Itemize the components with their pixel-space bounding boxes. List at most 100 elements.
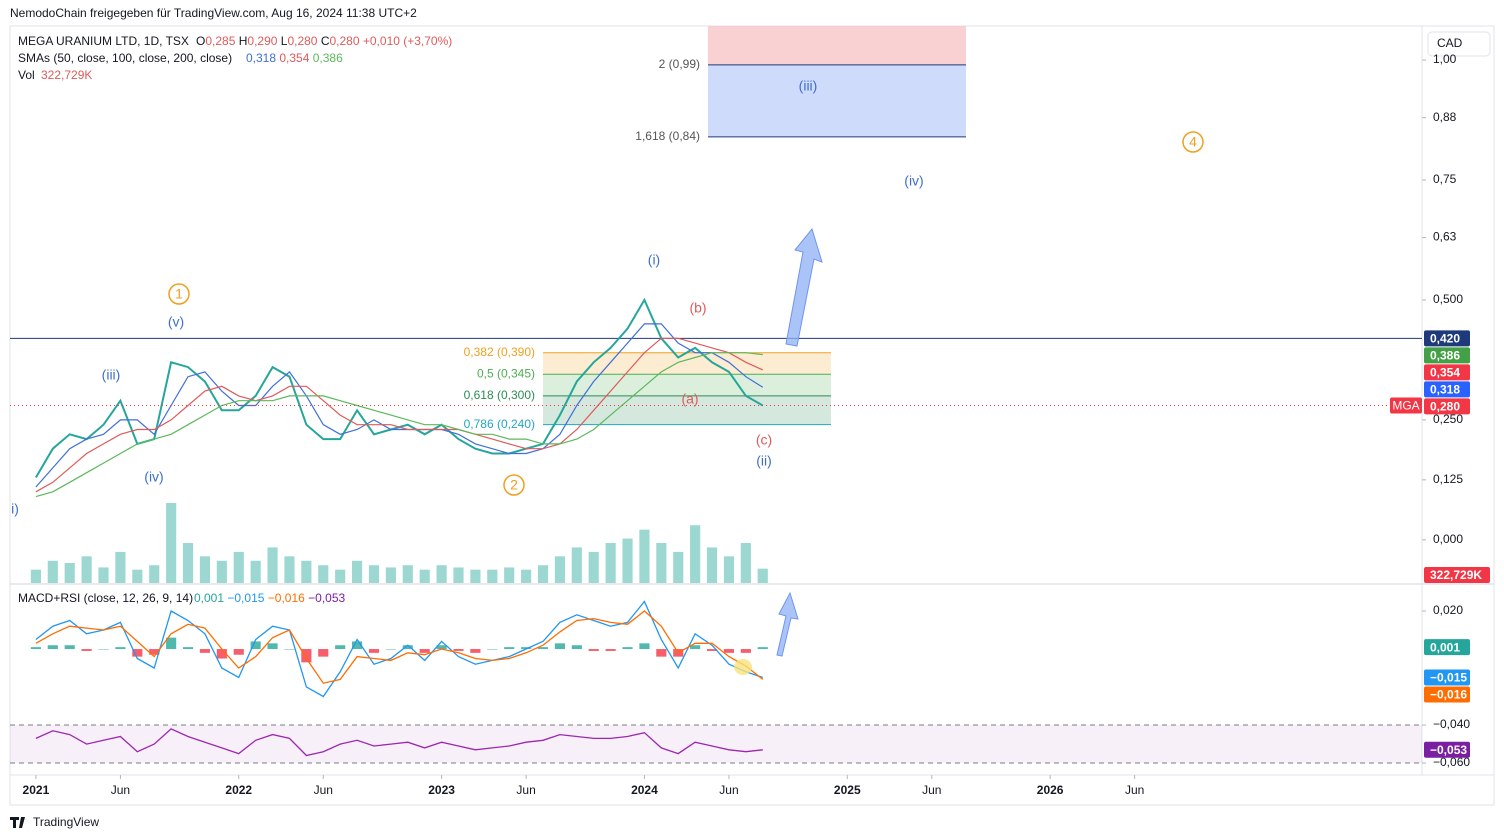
y-tick-label: 0,125 xyxy=(1433,472,1463,486)
sma-values: 0,318 0,354 0,386 xyxy=(246,51,343,65)
volume-bar xyxy=(149,565,160,583)
volume-bar xyxy=(233,551,244,583)
logo xyxy=(10,817,25,828)
price-tag xyxy=(1424,669,1470,686)
y-tick-label: 0,250 xyxy=(1433,412,1463,426)
histogram-bar xyxy=(81,649,92,651)
macd-value: −0,053 xyxy=(308,591,345,605)
x-tick-label: 2026 xyxy=(1037,783,1064,797)
quote-value: 0,280 xyxy=(330,34,360,48)
histogram-bar xyxy=(605,649,616,651)
quote-key: H xyxy=(239,34,248,48)
x-tick-label: Jun xyxy=(719,783,738,797)
projection-arrow xyxy=(785,227,823,347)
indicator-line xyxy=(35,610,764,684)
series-line xyxy=(35,323,764,488)
sma-value: 0,386 xyxy=(313,51,343,65)
volume-bar xyxy=(723,556,735,583)
target-zone-upper xyxy=(708,26,966,65)
histogram-bar xyxy=(335,645,346,650)
histogram-bar xyxy=(740,649,751,653)
histogram-bar xyxy=(690,645,701,650)
histogram-bar xyxy=(132,649,143,657)
histogram-bar xyxy=(402,645,413,650)
volume-bar xyxy=(267,547,278,583)
volume-bar xyxy=(199,556,211,583)
wave-label: (i) xyxy=(648,252,660,268)
volume-bar xyxy=(216,560,227,583)
volume-bar xyxy=(47,560,58,583)
volume-bar xyxy=(352,560,363,583)
histogram-bar xyxy=(250,641,261,650)
price-tag-label: −0,053 xyxy=(1430,743,1467,757)
volume-bar xyxy=(385,567,396,583)
volume-bar xyxy=(335,569,346,583)
wave-circle xyxy=(168,283,190,305)
volume-bar xyxy=(419,569,430,583)
indicator-line xyxy=(35,728,763,757)
volume-bar xyxy=(301,560,312,583)
price-tag xyxy=(1424,686,1470,703)
volume-bar xyxy=(571,547,582,583)
histogram-bar xyxy=(301,649,312,663)
wave-label: (b) xyxy=(689,300,706,316)
volume-bar xyxy=(521,569,532,583)
symbol-tag-label: MGA xyxy=(1392,399,1419,413)
price-tag-label: 0,280 xyxy=(1430,399,1460,413)
macd-value: 0,001 xyxy=(194,591,224,605)
price-tag-label: 0,001 xyxy=(1430,640,1460,654)
volume-bar xyxy=(318,565,329,583)
quote-value: 0,290 xyxy=(247,34,277,48)
histogram-bar xyxy=(352,641,363,650)
y-tick-label: 1,00 xyxy=(1433,52,1457,66)
fib-band xyxy=(543,374,831,396)
sma-value: 0,354 xyxy=(279,51,309,65)
y-tick-label: 0,63 xyxy=(1433,230,1457,244)
histogram-bar xyxy=(487,649,498,650)
target-zone xyxy=(708,64,966,137)
volume-bar xyxy=(673,551,684,583)
wave-label: (iv) xyxy=(904,173,923,189)
fib-label: 0,786 (0,240) xyxy=(464,417,535,431)
price-tag xyxy=(1424,567,1490,583)
histogram-bar xyxy=(385,649,396,650)
indicator-line xyxy=(35,600,764,698)
fib-label: 0,382 (0,390) xyxy=(464,345,535,359)
symbol-title: MEGA URANIUM LTD, 1D, TSX xyxy=(18,34,189,48)
histogram-bar xyxy=(757,647,768,650)
price-tag xyxy=(1424,364,1470,381)
histogram-bar xyxy=(267,643,278,650)
price-tag-label: 322,729K xyxy=(1430,568,1482,582)
wave-circle xyxy=(1182,131,1204,153)
footer: TradingView xyxy=(33,815,99,829)
histogram-bar xyxy=(723,649,735,653)
wave-label: (c) xyxy=(756,432,772,448)
wave-label: (iii) xyxy=(799,78,818,94)
volume-bar xyxy=(588,551,599,583)
volume-bar xyxy=(64,563,75,583)
currency[interactable]: CAD xyxy=(1437,36,1463,50)
volume-bar xyxy=(470,569,481,583)
wave-circle xyxy=(503,474,525,496)
price-tag-label: 0,386 xyxy=(1430,348,1460,362)
currency-button[interactable] xyxy=(1427,31,1491,57)
histogram-bar xyxy=(470,649,481,653)
histogram-bar xyxy=(656,649,667,657)
volume-bar xyxy=(166,503,177,583)
x-tick-label: 2021 xyxy=(23,783,50,797)
highlight xyxy=(734,659,752,675)
histogram-bar xyxy=(622,647,633,650)
price-tag xyxy=(1424,639,1470,656)
header: NemodoChain freigegeben für TradingView.… xyxy=(10,6,417,20)
volume-bar xyxy=(81,556,92,583)
y-tick-label: −0,060 xyxy=(1433,755,1470,769)
quote-value: +0,010 (+3,70%) xyxy=(363,34,452,48)
histogram-bar xyxy=(115,647,126,650)
wave-label: i) xyxy=(11,501,19,517)
volume-title: Vol xyxy=(18,68,35,82)
histogram-bar xyxy=(149,649,160,655)
price-tag xyxy=(1424,398,1470,415)
histogram-bar xyxy=(199,649,211,653)
price-tag xyxy=(1424,381,1470,398)
